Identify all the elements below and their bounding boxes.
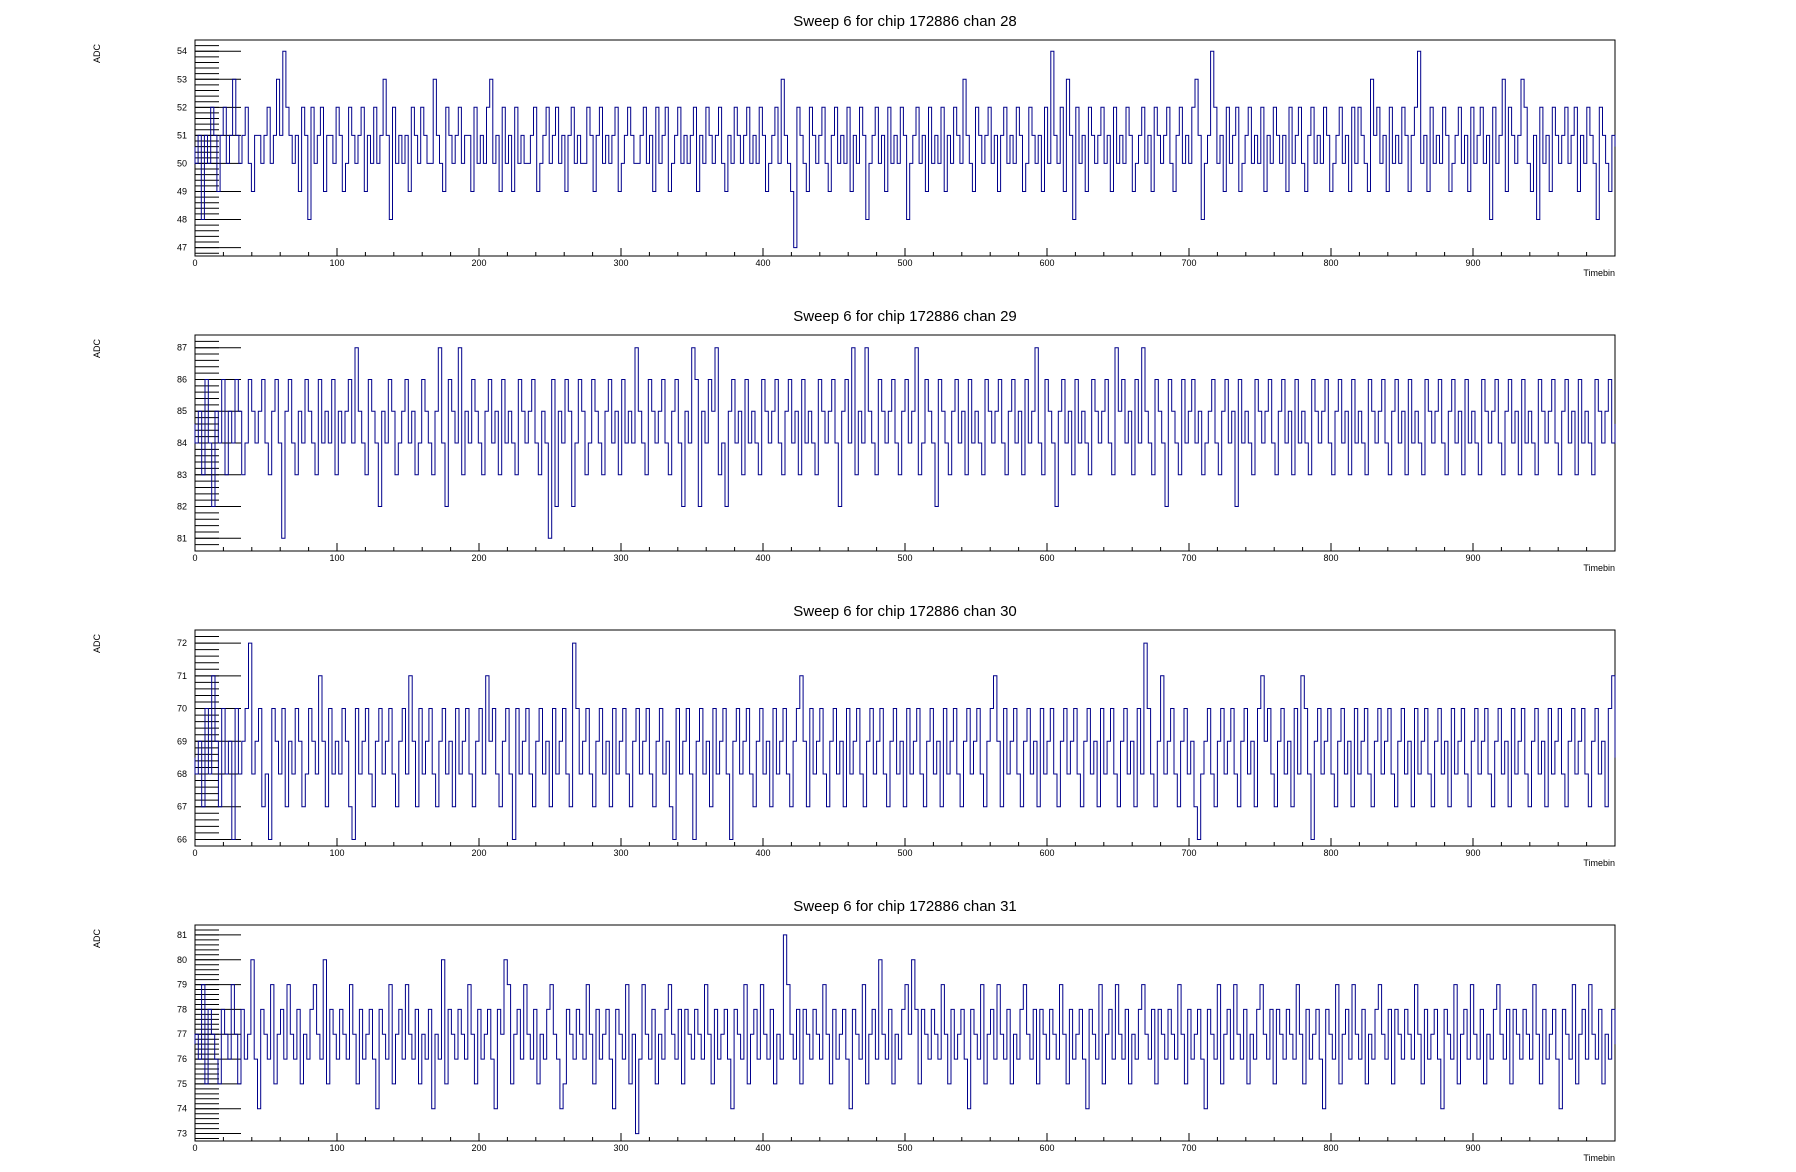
y-tick-label: 82 — [177, 502, 187, 512]
y-tick-label: 50 — [177, 158, 187, 168]
y-tick-label: 87 — [177, 343, 187, 353]
y-axis-label: ADC — [92, 634, 102, 654]
plot-frame — [194, 924, 1616, 1142]
x-tick-label: 100 — [329, 553, 344, 563]
x-tick-label: 600 — [1039, 1143, 1054, 1153]
y-tick-label: 86 — [177, 374, 187, 384]
x-tick-label: 0 — [192, 848, 197, 858]
x-tick-label: 0 — [192, 1143, 197, 1153]
chart-panel-3: Sweep 6 for chip 172886 chan 31 ADC Timebi… — [92, 898, 1616, 1163]
y-tick-label: 52 — [177, 102, 187, 112]
x-tick-label: 300 — [613, 1143, 628, 1153]
x-tick-label: 700 — [1181, 553, 1196, 563]
x-tick-label: 100 — [329, 1143, 344, 1153]
y-axis-label: ADC — [92, 339, 102, 359]
x-tick-label: 200 — [471, 1143, 486, 1153]
x-tick-label: 800 — [1323, 553, 1338, 563]
y-tick-label: 85 — [177, 406, 187, 416]
x-tick-label: 600 — [1039, 553, 1054, 563]
y-axis-label: ADC — [92, 929, 102, 949]
chart-panel-0: Sweep 6 for chip 172886 chan 28 ADC Timebi… — [92, 13, 1616, 278]
adc-trace — [194, 347, 1616, 539]
y-tick-label: 76 — [177, 1054, 187, 1064]
x-axis-label: Timebin — [1583, 858, 1615, 868]
chart-title: Sweep 6 for chip 172886 chan 28 — [793, 13, 1017, 30]
plot-frame — [194, 629, 1616, 847]
x-tick-label: 800 — [1323, 1143, 1338, 1153]
y-tick-label: 54 — [177, 46, 187, 56]
y-tick-label: 74 — [177, 1104, 187, 1114]
x-tick-label: 200 — [471, 553, 486, 563]
chart-title: Sweep 6 for chip 172886 chan 30 — [793, 603, 1017, 620]
x-tick-label: 600 — [1039, 848, 1054, 858]
y-tick-label: 51 — [177, 130, 187, 140]
y-tick-label: 80 — [177, 955, 187, 965]
adc-trace — [194, 642, 1616, 840]
x-tick-label: 900 — [1465, 258, 1480, 268]
x-tick-label: 700 — [1181, 1143, 1196, 1153]
x-axis-label: Timebin — [1583, 563, 1615, 573]
x-tick-label: 400 — [755, 848, 770, 858]
x-tick-label: 200 — [471, 848, 486, 858]
y-tick-label: 71 — [177, 671, 187, 681]
x-tick-label: 400 — [755, 553, 770, 563]
x-tick-label: 200 — [471, 258, 486, 268]
y-tick-label: 79 — [177, 980, 187, 990]
y-tick-label: 66 — [177, 834, 187, 844]
x-tick-label: 800 — [1323, 258, 1338, 268]
y-tick-label: 78 — [177, 1004, 187, 1014]
x-tick-label: 100 — [329, 258, 344, 268]
x-tick-label: 0 — [192, 258, 197, 268]
x-tick-label: 300 — [613, 258, 628, 268]
y-tick-label: 81 — [177, 533, 187, 543]
y-tick-label: 53 — [177, 74, 187, 84]
x-tick-label: 500 — [897, 848, 912, 858]
y-tick-label: 83 — [177, 470, 187, 480]
chart-title: Sweep 6 for chip 172886 chan 29 — [793, 308, 1017, 325]
y-tick-label: 81 — [177, 930, 187, 940]
y-tick-label: 84 — [177, 438, 187, 448]
x-tick-label: 500 — [897, 1143, 912, 1153]
y-tick-label: 75 — [177, 1079, 187, 1089]
x-tick-label: 0 — [192, 553, 197, 563]
x-tick-label: 500 — [897, 553, 912, 563]
x-tick-label: 900 — [1465, 848, 1480, 858]
x-tick-label: 900 — [1465, 553, 1480, 563]
y-tick-label: 72 — [177, 638, 187, 648]
x-tick-label: 100 — [329, 848, 344, 858]
x-tick-label: 300 — [613, 848, 628, 858]
y-tick-label: 47 — [177, 243, 187, 253]
chart-panel-1: Sweep 6 for chip 172886 chan 29 ADC Timebi… — [92, 308, 1616, 573]
x-tick-label: 800 — [1323, 848, 1338, 858]
y-tick-label: 67 — [177, 802, 187, 812]
x-tick-label: 900 — [1465, 1143, 1480, 1153]
y-tick-label: 69 — [177, 736, 187, 746]
y-tick-label: 77 — [177, 1029, 187, 1039]
chart-panel-2: Sweep 6 for chip 172886 chan 30 ADC Timebi… — [92, 603, 1616, 868]
x-axis-label: Timebin — [1583, 268, 1615, 278]
y-tick-label: 48 — [177, 215, 187, 225]
y-axis-label: ADC — [92, 44, 102, 64]
adc-trace — [194, 50, 1616, 249]
x-tick-label: 300 — [613, 553, 628, 563]
chart-title: Sweep 6 for chip 172886 chan 31 — [793, 898, 1017, 915]
x-axis-label: Timebin — [1583, 1153, 1615, 1163]
x-tick-label: 400 — [755, 1143, 770, 1153]
x-tick-label: 500 — [897, 258, 912, 268]
x-tick-label: 700 — [1181, 258, 1196, 268]
x-tick-label: 700 — [1181, 848, 1196, 858]
adc-trace — [194, 934, 1616, 1135]
y-tick-label: 70 — [177, 704, 187, 714]
x-tick-label: 600 — [1039, 258, 1054, 268]
y-tick-label: 73 — [177, 1129, 187, 1139]
y-tick-label: 49 — [177, 186, 187, 196]
x-tick-label: 400 — [755, 258, 770, 268]
y-tick-label: 68 — [177, 769, 187, 779]
